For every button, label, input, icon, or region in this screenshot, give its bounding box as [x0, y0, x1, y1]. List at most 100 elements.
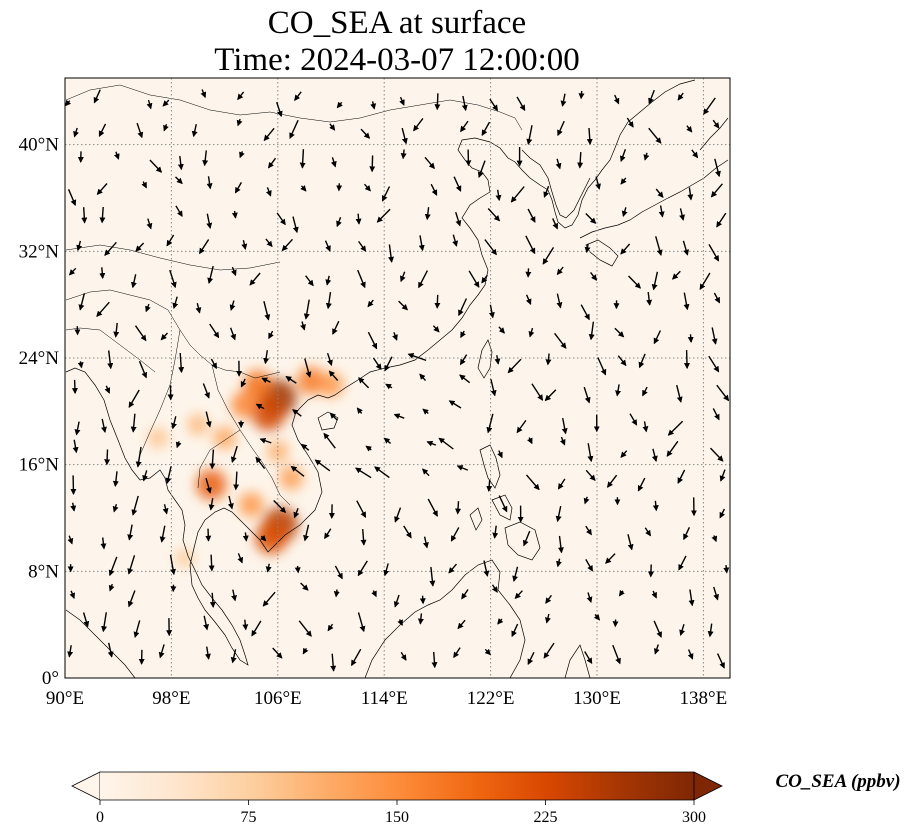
wind-arrow [330, 653, 337, 672]
wind-arrow [399, 96, 405, 106]
wind-arrow [162, 504, 169, 515]
wind-arrow [545, 353, 552, 366]
wind-arrow [419, 595, 426, 605]
wind-arrow [78, 293, 86, 311]
wind-arrow [460, 120, 469, 133]
wind-arrow [461, 589, 469, 600]
wind-arrow [72, 439, 79, 454]
wind-arrow [628, 275, 642, 289]
wind-arrow [586, 592, 593, 603]
wind-arrow [588, 321, 595, 341]
wind-arrow [330, 157, 337, 168]
wind-arrow [456, 465, 469, 471]
colorbar-tick-label: 75 [241, 809, 257, 826]
wind-arrow [677, 469, 686, 484]
wind-arrow [516, 96, 526, 112]
lat-tick-label: 16°N [19, 455, 60, 476]
wind-arrow [302, 647, 309, 655]
wind-arrow [165, 466, 172, 484]
co-hotspot [195, 469, 227, 500]
wind-arrow [175, 205, 183, 218]
wind-arrow [652, 500, 659, 512]
wind-arrow [104, 385, 111, 394]
wind-arrow [332, 320, 340, 335]
wind-arrow [528, 327, 535, 338]
wind-arrow [383, 437, 392, 444]
wind-arrow [655, 188, 664, 198]
wind-arrow [355, 213, 362, 225]
wind-arrow [204, 646, 211, 660]
wind-arrow [617, 355, 627, 367]
wind-arrow [98, 123, 107, 137]
wind-arrow [96, 301, 110, 318]
wind-arrow [281, 238, 294, 252]
wind-arrow [99, 206, 106, 224]
wind-arrow [367, 299, 374, 308]
wind-arrow [374, 466, 390, 479]
wind-arrow [268, 157, 277, 169]
co-hotspot [297, 366, 325, 395]
wind-arrow [667, 420, 684, 436]
wind-arrow [452, 234, 459, 247]
lon-tick-label: 122°E [467, 688, 515, 709]
wind-arrow [481, 121, 491, 136]
wind-arrow [511, 623, 519, 638]
wind-arrow [615, 384, 622, 397]
colorbar-tick-label: 0 [96, 809, 104, 826]
wind-arrow [400, 271, 406, 283]
wind-arrow [716, 384, 730, 402]
wind-arrow [203, 615, 209, 631]
wind-arrow [486, 413, 494, 434]
wind-arrow [587, 443, 594, 463]
wind-arrow [130, 274, 137, 289]
wind-arrow [719, 508, 726, 519]
co-concentration-field [147, 366, 344, 568]
wind-arrow [336, 217, 342, 228]
wind-arrow [401, 127, 408, 145]
wind-arrow [357, 612, 366, 633]
wind-arrow [133, 620, 141, 638]
wind-arrow [67, 535, 74, 545]
wind-arrow [432, 325, 440, 333]
wind-arrow [683, 350, 690, 370]
wind-arrow [492, 525, 499, 539]
wind-arrow [303, 524, 310, 542]
wind-arrow [477, 160, 486, 178]
wind-arrow [618, 589, 625, 597]
wind-arrow [666, 440, 679, 457]
wind-arrow [430, 183, 438, 196]
wind-arrow [487, 208, 501, 222]
wind-arrow [710, 183, 723, 198]
wind-arrow [605, 553, 616, 564]
wind-arrow [512, 566, 519, 582]
wind-arrow [372, 357, 382, 371]
wind-arrow [595, 176, 601, 190]
wind-arrow [276, 101, 283, 118]
wind-arrow [703, 97, 716, 115]
wind-arrow [555, 505, 562, 523]
colorbar-tick-label: 300 [682, 809, 706, 826]
wind-arrow [490, 379, 497, 397]
wind-arrow [202, 383, 210, 399]
wind-arrow [719, 469, 726, 482]
wind-arrow [357, 560, 368, 577]
wind-arrow [325, 275, 332, 286]
wind-arrow [687, 187, 694, 201]
wind-arrow [108, 556, 118, 577]
wind-arrow [327, 623, 334, 632]
wind-arrow [209, 592, 216, 608]
lat-tick-label: 0° [42, 668, 59, 689]
wind-arrow [138, 360, 148, 379]
wind-arrow [240, 378, 247, 388]
wind-arrow [112, 503, 119, 513]
wind-arrow [381, 186, 391, 202]
wind-arrow [653, 620, 662, 638]
wind-arrow [699, 272, 711, 291]
wind-arrow [208, 497, 215, 511]
wind-arrow [459, 374, 471, 384]
wind-arrow [585, 213, 597, 224]
wind-arrow [99, 267, 106, 280]
co-hotspot [231, 391, 259, 419]
wind-arrow [431, 651, 438, 669]
wind-arrow [205, 411, 212, 428]
